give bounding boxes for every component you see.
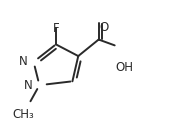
Text: N: N xyxy=(18,55,27,68)
Text: OH: OH xyxy=(115,61,133,74)
Text: F: F xyxy=(53,22,59,35)
Text: N: N xyxy=(24,79,33,92)
Text: CH₃: CH₃ xyxy=(12,108,34,122)
Text: O: O xyxy=(100,21,109,34)
